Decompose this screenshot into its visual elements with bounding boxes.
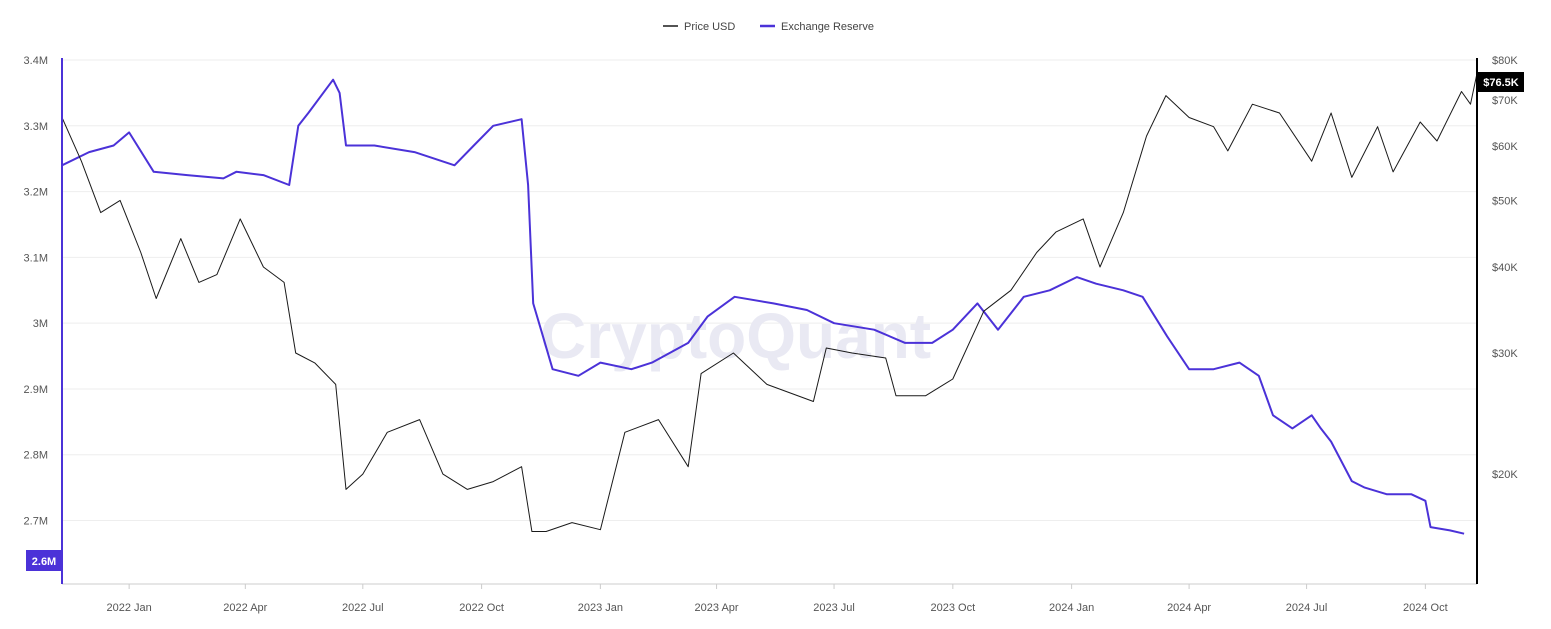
legend: Price USD Exchange Reserve	[663, 21, 874, 33]
price-usd-line	[61, 73, 1478, 532]
x-axis-ticks: 2022 Jan 2022 Apr 2022 Jul 2022 Oct 2023 Jan…	[107, 584, 1448, 614]
left-tick-label: 3.1M	[24, 252, 48, 264]
left-tick-label: 3.3M	[24, 121, 48, 133]
x-tick-label: 2022 Oct	[459, 602, 504, 614]
right-tick-label: $80K	[1492, 55, 1518, 67]
x-tick-label: 2024 Jan	[1049, 602, 1094, 614]
x-tick-label: 2023 Jul	[813, 602, 855, 614]
x-tick-label: 2023 Jan	[578, 602, 623, 614]
right-tick-label: $50K	[1492, 195, 1518, 207]
x-tick-label: 2024 Jul	[1286, 602, 1328, 614]
right-tick-label: $20K	[1492, 469, 1518, 481]
left-tick-label: 2.9M	[24, 384, 48, 396]
left-tick-label: 3.4M	[24, 55, 48, 67]
reserve-current-badge: 2.6M	[26, 550, 62, 571]
right-tick-label: $60K	[1492, 141, 1518, 153]
right-tick-label: $40K	[1492, 262, 1518, 274]
price-current-badge: $76.5K	[1478, 72, 1524, 92]
reserve-badge-bg	[26, 550, 62, 571]
grid-lines	[62, 59, 1477, 522]
reserve-current-value: 2.6M	[32, 556, 56, 568]
x-tick-label: 2024 Apr	[1167, 602, 1211, 614]
x-tick-label: 2023 Apr	[695, 602, 739, 614]
left-tick-label: 3.2M	[24, 187, 48, 199]
exchange-reserve-line	[61, 78, 1465, 535]
x-tick-label: 2022 Jan	[107, 602, 152, 614]
right-axis-ticks: $80K $70K $60K $50K $40K $30K $20K	[1492, 55, 1518, 481]
right-tick-label: $70K	[1492, 95, 1518, 107]
left-tick-label: 3M	[33, 318, 48, 330]
x-tick-label: 2022 Apr	[223, 602, 267, 614]
price-current-value: $76.5K	[1483, 77, 1519, 89]
left-tick-label: 2.7M	[24, 516, 48, 528]
left-tick-label: 2.8M	[24, 450, 48, 462]
legend-reserve-label: Exchange Reserve	[781, 21, 874, 33]
watermark-logo: CryptoQuant	[540, 300, 931, 372]
x-tick-label: 2022 Jul	[342, 602, 384, 614]
series	[61, 73, 1478, 535]
left-axis-ticks: 3.4M 3.3M 3.2M 3.1M 3M 2.9M 2.8M 2.7M	[24, 55, 48, 528]
right-tick-label: $30K	[1492, 348, 1518, 360]
x-tick-label: 2023 Oct	[931, 602, 976, 614]
price-badge-bg	[1478, 72, 1524, 92]
x-tick-label: 2024 Oct	[1403, 602, 1448, 614]
legend-price-label: Price USD	[684, 21, 735, 33]
